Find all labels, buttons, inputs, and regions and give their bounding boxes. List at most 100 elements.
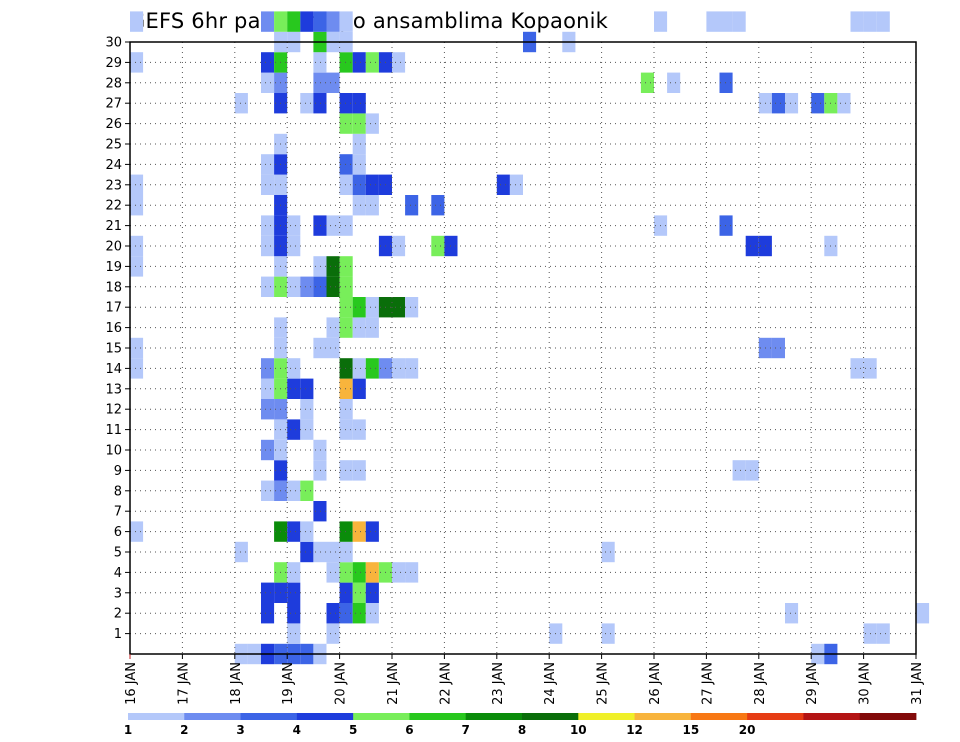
y-tick-label: 17 <box>105 301 122 316</box>
precip-cell <box>287 562 301 583</box>
precip-cell <box>785 603 799 624</box>
precip-cell <box>365 174 379 195</box>
precip-cell <box>130 52 144 73</box>
precip-cell <box>339 378 353 399</box>
precip-cell <box>300 276 314 297</box>
legend-swatch <box>803 713 861 720</box>
precip-cell <box>300 480 314 501</box>
legend-swatch <box>409 713 467 720</box>
precip-cell <box>261 11 275 32</box>
precip-cell <box>261 174 275 195</box>
legend-swatch <box>747 713 804 720</box>
precip-cell <box>654 11 668 32</box>
y-tick-label: 30 <box>105 36 122 51</box>
precip-cell <box>130 174 144 195</box>
precip-cell <box>352 460 366 481</box>
precip-cell <box>300 11 314 32</box>
legend-label: 4 <box>293 723 301 737</box>
legend-label: 20 <box>739 723 756 737</box>
precip-cell <box>863 11 877 32</box>
precip-cell <box>287 582 301 603</box>
precip-cell <box>313 52 327 73</box>
precip-cell <box>352 174 366 195</box>
y-tick-label: 9 <box>114 464 122 479</box>
precip-cell <box>339 276 353 297</box>
precip-cell <box>392 358 406 379</box>
precip-cell <box>300 541 314 563</box>
x-tick-label: 25 JAN <box>596 662 611 705</box>
precip-cell <box>300 378 314 399</box>
precip-cell <box>300 521 314 542</box>
precip-cell <box>339 419 353 440</box>
precip-cell <box>365 562 379 583</box>
precip-cell <box>339 11 353 32</box>
precip-cell <box>234 541 248 563</box>
y-tick-label: 6 <box>114 525 122 540</box>
precip-cell <box>326 623 340 644</box>
precip-cell <box>261 235 275 257</box>
precip-cell <box>326 276 340 297</box>
y-tick-label: 16 <box>105 321 122 336</box>
precip-cell <box>313 337 327 359</box>
y-tick-label: 4 <box>114 566 122 581</box>
precip-cell <box>130 337 144 359</box>
x-tick-label: 27 JAN <box>700 662 715 705</box>
precip-cell <box>339 154 353 175</box>
precip-cell <box>313 541 327 563</box>
precip-cell <box>313 93 327 114</box>
precip-cell <box>287 603 301 624</box>
precip-cell <box>850 358 864 379</box>
legend-label: 7 <box>462 723 470 737</box>
precip-cell <box>339 358 353 379</box>
precip-cell <box>287 419 301 440</box>
precip-cell <box>601 541 615 563</box>
precip-cell <box>326 317 340 338</box>
precip-cell <box>326 72 340 93</box>
precip-cell <box>431 195 445 216</box>
legend-swatch <box>465 713 523 720</box>
precip-cell <box>405 358 419 379</box>
x-tick-label: 18 JAN <box>229 662 244 705</box>
legend-swatch <box>859 713 917 720</box>
precip-cell <box>130 521 144 542</box>
x-tick-label: 20 JAN <box>334 662 349 705</box>
precip-cell <box>300 419 314 440</box>
y-tick-label: 19 <box>105 260 122 275</box>
precip-cell <box>261 439 275 461</box>
precip-cell <box>326 215 340 236</box>
precip-cell <box>352 195 366 216</box>
precip-cell <box>352 133 366 155</box>
precip-cell <box>719 72 733 93</box>
precip-cell <box>339 317 353 338</box>
precip-cell <box>326 11 340 32</box>
y-tick-label: 7 <box>114 505 122 520</box>
precip-cell <box>313 276 327 297</box>
precip-cell <box>352 358 366 379</box>
precip-cell <box>287 358 301 379</box>
precip-cell <box>916 603 930 624</box>
y-tick-label: 29 <box>105 56 122 71</box>
precip-cell <box>287 521 301 542</box>
color-legend: 1 2 3 4 5 6 7 8 10 12 15 20 <box>124 713 917 737</box>
precip-cell <box>365 113 379 134</box>
precip-cell <box>745 235 759 257</box>
precip-cell <box>326 562 340 583</box>
legend-label: 15 <box>683 723 700 737</box>
precip-cell <box>326 603 340 624</box>
precip-cell <box>601 623 615 644</box>
y-tick-label: 21 <box>105 219 122 234</box>
precip-cell <box>313 215 327 236</box>
precip-cell <box>261 399 275 420</box>
legend-swatch <box>578 713 635 720</box>
precip-cell <box>352 154 366 175</box>
precip-cell <box>287 11 301 32</box>
precip-cell <box>667 72 681 93</box>
legend-swatch <box>522 713 579 720</box>
precip-cell <box>287 276 301 297</box>
precip-cell <box>392 297 406 318</box>
x-tick-label: 19 JAN <box>281 662 296 705</box>
y-tick-label: 23 <box>105 178 122 193</box>
precip-cell <box>130 256 144 277</box>
precip-cell <box>326 256 340 277</box>
precip-cell <box>392 52 406 73</box>
